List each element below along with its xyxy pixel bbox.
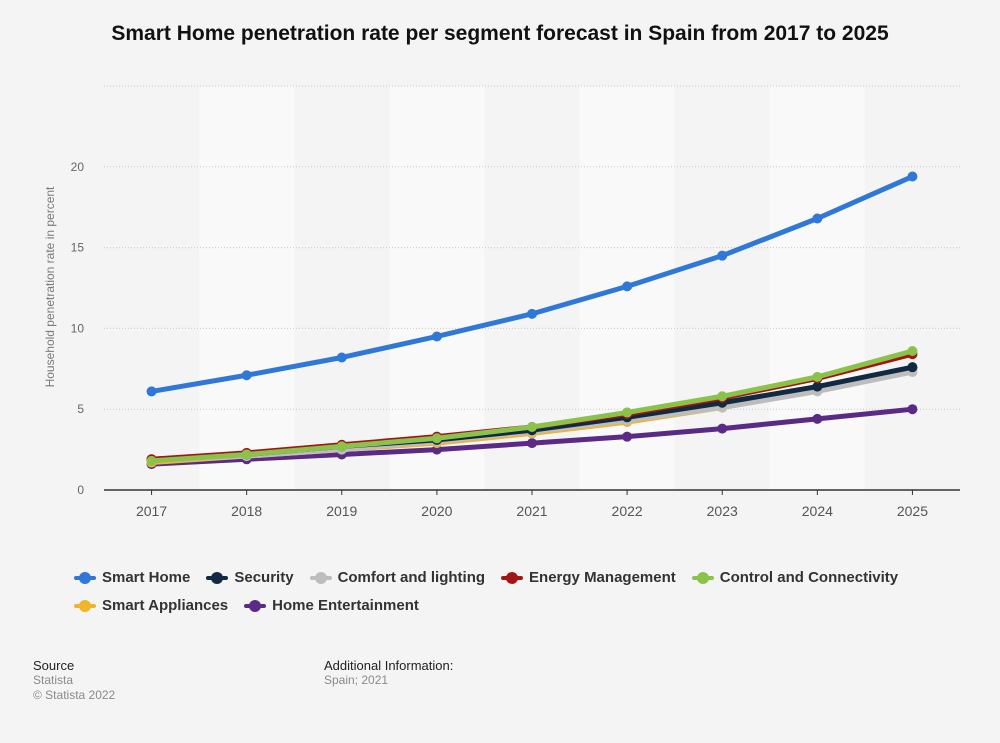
data-point (336, 352, 347, 363)
legend-item[interactable]: Control and Connectivity (691, 568, 899, 587)
data-point (907, 171, 918, 182)
line-chart: 0 5 10 15 20 2017 2018 2019 2020 2021 2022 2023 2024… (71, 85, 960, 519)
legend-swatch-icon (74, 599, 96, 612)
legend-label: Smart Appliances (102, 597, 229, 614)
data-point (622, 431, 633, 442)
data-point (431, 433, 442, 444)
legend-swatch-icon (309, 571, 332, 584)
x-tick-label: 2019 (326, 503, 357, 519)
x-tick-label: 2021 (516, 503, 547, 519)
data-point (907, 404, 918, 415)
data-point (622, 281, 633, 292)
x-tick-label: 2022 (612, 503, 643, 519)
x-tick-label: 2023 (707, 503, 738, 519)
column-band (769, 86, 865, 490)
y-tick-label: 15 (71, 241, 85, 255)
y-axis-label: Household penetration rate in percent (43, 186, 57, 388)
data-point (431, 331, 442, 342)
legend-swatch-icon (206, 571, 229, 584)
legend-label: Comfort and lighting (337, 569, 486, 586)
x-tick-label: 2017 (136, 503, 167, 519)
data-point (622, 407, 633, 418)
data-point (812, 371, 823, 382)
y-tick-label: 5 (77, 402, 84, 416)
legend-label: Security (234, 569, 294, 586)
y-tick-label: 0 (77, 483, 84, 497)
x-tick-label: 2018 (231, 503, 262, 519)
legend-label: Smart Home (102, 569, 191, 586)
additional-info-label[interactable]: Additional Information: (324, 658, 454, 673)
y-tick-label: 20 (71, 160, 85, 174)
data-point (527, 308, 537, 319)
source-block: Source Statista © Statista 2022 (33, 658, 115, 703)
legend-label: Energy Management (529, 569, 676, 586)
data-point (241, 449, 252, 460)
additional-info-block: Additional Information: Spain; 2021 (324, 658, 453, 688)
y-tick-label: 10 (71, 321, 85, 335)
data-point (812, 413, 823, 424)
chart-legend: Smart Home Security Comfort and lighting En… (74, 568, 954, 615)
data-point (717, 391, 728, 402)
data-point (717, 423, 728, 434)
x-tick-label: 2024 (802, 503, 833, 519)
data-point (812, 381, 823, 392)
legend-item[interactable]: Comfort and lighting (309, 568, 486, 587)
data-point (527, 421, 537, 432)
chart-title: Smart Home penetration rate per segment … (111, 22, 889, 45)
column-band (199, 86, 295, 490)
legend-item[interactable]: Energy Management (501, 568, 676, 587)
data-point (146, 386, 157, 397)
legend-label: Home Entertainment (272, 597, 419, 614)
legend-swatch-icon (691, 571, 714, 584)
data-point (527, 438, 537, 449)
legend-swatch-icon (244, 599, 267, 612)
legend-label: Control and Connectivity (719, 569, 899, 586)
legend-item[interactable]: Smart Home (74, 568, 190, 587)
legend-swatch-icon (501, 571, 524, 584)
column-band (389, 86, 485, 490)
data-point (717, 250, 728, 261)
data-point (146, 455, 157, 466)
data-point (907, 362, 918, 373)
data-point (241, 370, 252, 381)
additional-info-line: Spain; 2021 (324, 673, 389, 687)
x-tick-label: 2025 (897, 503, 928, 519)
legend-item[interactable]: Smart Appliances (74, 596, 228, 615)
source-label: Source (33, 658, 75, 673)
legend-swatch-icon (74, 571, 96, 584)
data-point (336, 441, 347, 452)
source-line[interactable]: Statista (33, 673, 74, 687)
data-point (812, 213, 823, 224)
data-point (907, 346, 918, 357)
copyright-line: © Statista 2022 (33, 688, 116, 702)
x-tick-label: 2020 (421, 503, 452, 519)
legend-item[interactable]: Security (206, 568, 294, 587)
legend-item[interactable]: Home Entertainment (244, 596, 419, 615)
